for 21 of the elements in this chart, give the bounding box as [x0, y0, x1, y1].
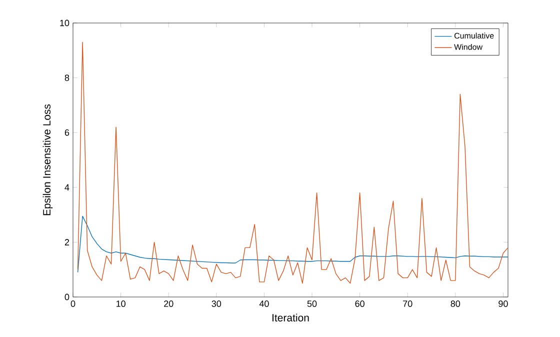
x-axis-title: Iteration — [272, 314, 309, 322]
y-tick-label: 0 — [64, 294, 70, 300]
x-tick-label: 10 — [116, 300, 126, 307]
x-tick-label: 50 — [307, 300, 317, 307]
x-tick-label: 70 — [403, 300, 412, 307]
y-tick-label: 8 — [64, 74, 70, 81]
x-tick-label: 20 — [164, 300, 174, 307]
x-tick-label: 80 — [450, 300, 460, 307]
legend-label: Window — [454, 44, 483, 50]
line-series — [77, 42, 508, 284]
x-tick-label: 60 — [355, 300, 364, 307]
x-tick-label: 0 — [70, 300, 76, 307]
y-tick-label: 4 — [64, 184, 70, 190]
y-axis-title: Epsilon Insensitive Loss — [42, 104, 53, 216]
x-tick-label: 40 — [259, 300, 269, 307]
y-tick-label: 6 — [64, 129, 70, 136]
x-tick-label: 30 — [212, 300, 222, 307]
y-tick-label: 2 — [64, 239, 70, 246]
y-tick-label: 10 — [60, 20, 70, 26]
legend-label: Cumulative — [454, 32, 494, 39]
x-tick-label: 90 — [498, 300, 508, 307]
